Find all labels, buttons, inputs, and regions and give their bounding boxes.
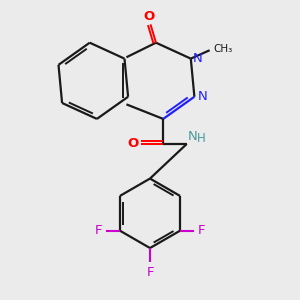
- Text: N: N: [197, 90, 207, 103]
- Text: F: F: [94, 224, 102, 237]
- Text: CH₃: CH₃: [213, 44, 232, 54]
- Text: N: N: [188, 130, 198, 143]
- Text: F: F: [146, 266, 154, 279]
- Text: O: O: [143, 10, 155, 23]
- Text: O: O: [128, 137, 139, 150]
- Text: H: H: [197, 132, 206, 145]
- Text: N: N: [193, 52, 203, 65]
- Text: F: F: [198, 224, 206, 237]
